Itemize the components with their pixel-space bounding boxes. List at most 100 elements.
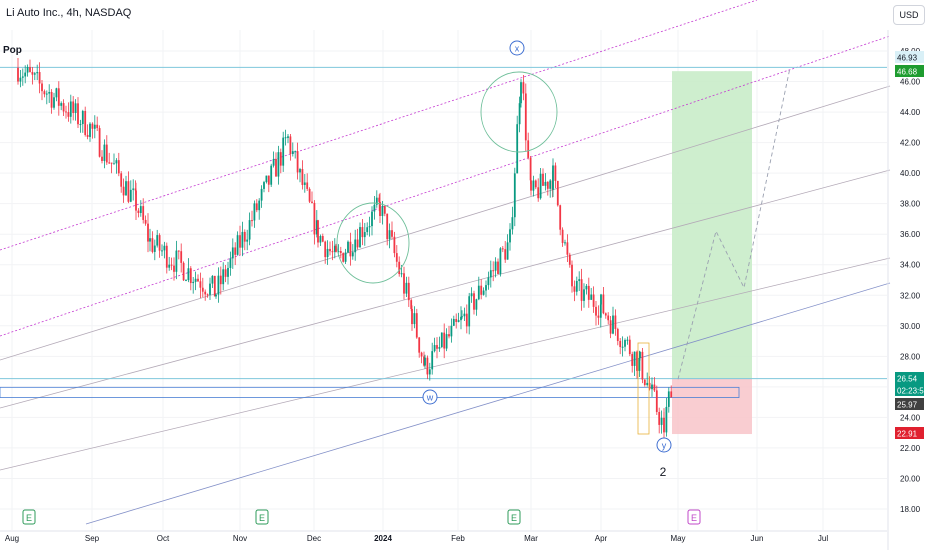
- channel-line[interactable]: [0, 257, 891, 471]
- candle-body: [470, 293, 473, 297]
- candle-body: [151, 238, 154, 252]
- wave-label-x-ring: [509, 40, 525, 56]
- candle-body: [546, 181, 549, 189]
- candle-body: [287, 136, 289, 138]
- price-tag-line[interactable]: 46.93: [895, 51, 924, 63]
- candle-body: [636, 351, 638, 371]
- candle-body: [415, 313, 418, 338]
- y-tick-label: 36.00: [900, 230, 921, 239]
- wave-label-x[interactable]: x: [509, 40, 525, 56]
- candle-body: [89, 123, 91, 137]
- candle-body: [597, 315, 600, 318]
- candle-body: [527, 140, 530, 158]
- candle-body: [539, 173, 542, 199]
- channel-line[interactable]: [0, 85, 891, 361]
- price-tag-bg: [895, 384, 924, 396]
- earnings-marker[interactable]: E: [255, 509, 269, 525]
- y-tick-label: 40.00: [900, 169, 921, 178]
- x-tick-label: Aug: [5, 534, 19, 543]
- candle-body: [544, 181, 547, 186]
- candle-body: [460, 316, 462, 321]
- candle-body: [113, 163, 115, 165]
- y-tick-label: 18.00: [900, 505, 921, 514]
- candle-body: [485, 285, 487, 291]
- candle-body: [423, 356, 425, 366]
- candle-body: [530, 180, 532, 191]
- candle-body: [373, 204, 376, 212]
- wave-label-y[interactable]: y: [656, 437, 672, 453]
- candle-body: [265, 175, 268, 183]
- candle-body: [161, 250, 163, 252]
- wave-circle[interactable]: [480, 71, 558, 153]
- price-tag-countdown[interactable]: 02:23:57: [895, 384, 929, 396]
- candle-body: [631, 354, 634, 366]
- y-tick-label: 34.00: [900, 261, 921, 270]
- wave-label-2: 2: [660, 465, 667, 479]
- candle-body: [651, 384, 653, 390]
- candle-body: [187, 268, 190, 281]
- channel-line[interactable]: [0, 0, 758, 251]
- candle-body: [36, 72, 39, 74]
- wave-label-w-ring: [422, 389, 438, 405]
- x-tick-label: Sep: [85, 534, 100, 543]
- candle-body: [329, 248, 331, 252]
- candle-body: [342, 253, 345, 262]
- candle-body: [115, 160, 118, 164]
- candle-body: [163, 245, 166, 251]
- price-tag-last[interactable]: 26.54: [895, 372, 924, 384]
- candle-body: [137, 210, 140, 214]
- candle-body: [206, 294, 209, 296]
- candle-body: [587, 285, 590, 300]
- currency-button[interactable]: USD: [893, 5, 925, 25]
- price-tag-target[interactable]: 46.68: [895, 65, 924, 77]
- candle-body: [267, 175, 270, 185]
- candle-body: [624, 340, 626, 347]
- earnings-marker[interactable]: E: [687, 509, 701, 525]
- candle-body: [142, 206, 145, 220]
- channel-line[interactable]: [0, 169, 891, 409]
- price-tag-bg: [895, 65, 924, 77]
- earnings-marker[interactable]: E: [22, 509, 36, 525]
- price-tag-text: 02:23:57: [897, 387, 929, 396]
- candle-body: [98, 128, 101, 157]
- wave-label-y-ring: [656, 437, 672, 453]
- projection-path[interactable]: [677, 67, 791, 380]
- candle-body: [319, 236, 322, 243]
- candle-body: [418, 337, 421, 353]
- candle-body: [120, 173, 123, 187]
- candle-body: [282, 137, 285, 166]
- candle-body: [554, 165, 557, 181]
- support-box[interactable]: [0, 386, 740, 398]
- candle-body: [354, 239, 357, 253]
- candle-body: [253, 203, 256, 221]
- price-tag-stop[interactable]: 22.91: [895, 427, 924, 439]
- candle-body: [77, 103, 79, 125]
- channel-line[interactable]: [0, 35, 891, 337]
- symbol-title[interactable]: Li Auto Inc., 4h, NASDAQ: [6, 7, 132, 19]
- earnings-marker[interactable]: E: [507, 509, 521, 525]
- candle-body: [270, 165, 273, 185]
- wave-circle[interactable]: [336, 202, 410, 284]
- candle-body: [248, 220, 251, 240]
- highlight-rect[interactable]: [637, 342, 650, 435]
- candle-body: [407, 282, 410, 301]
- candle-body: [363, 232, 366, 238]
- candle-body: [147, 223, 149, 242]
- wave-label-w[interactable]: w: [422, 389, 438, 405]
- channel-line[interactable]: [85, 282, 891, 525]
- candle-body: [575, 280, 578, 292]
- candle-body: [199, 281, 202, 288]
- candle-body: [571, 264, 573, 287]
- candle-body: [663, 418, 665, 433]
- candle-body: [243, 231, 246, 242]
- earnings-badge: [687, 509, 701, 525]
- candle-body: [643, 379, 646, 385]
- price-tag-entry[interactable]: 25.97: [895, 398, 924, 410]
- candle-body: [170, 264, 173, 266]
- x-tick-label: Apr: [595, 534, 608, 543]
- candle-body: [556, 180, 559, 206]
- horizontal-levels: [0, 66, 887, 398]
- candle-body: [125, 181, 127, 196]
